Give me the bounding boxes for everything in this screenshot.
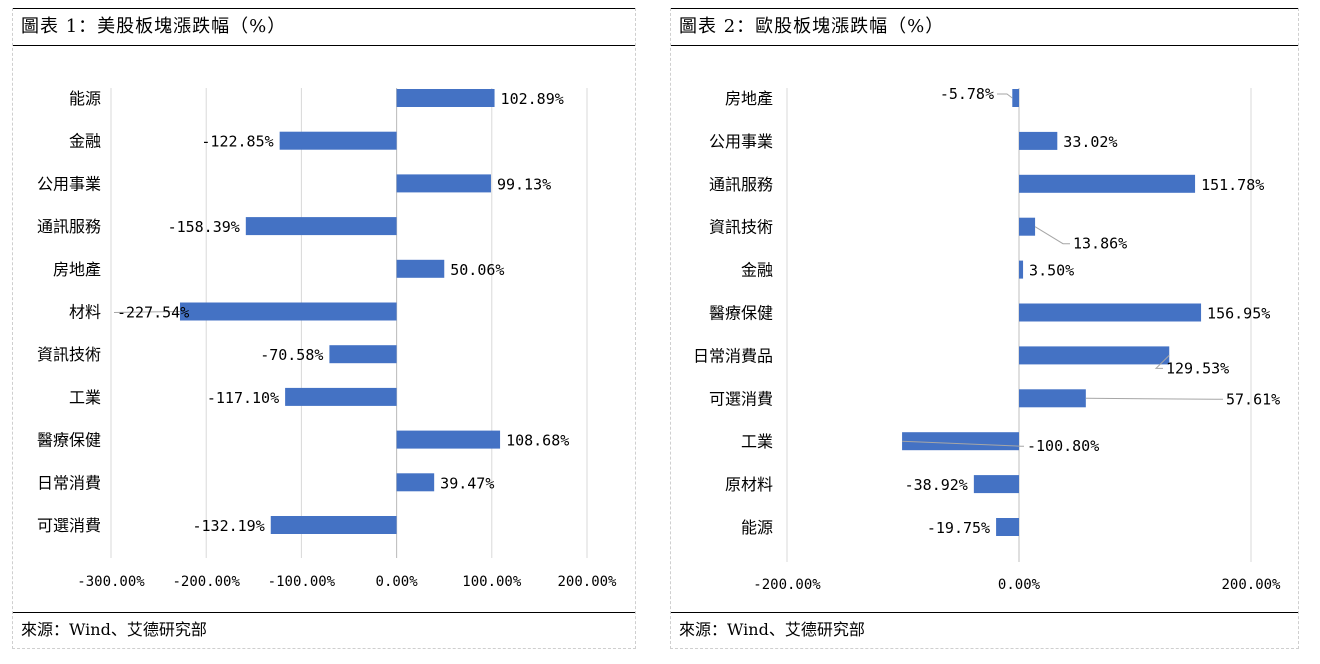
data-label: -70.58% [260, 346, 323, 364]
data-label: 151.78% [1201, 176, 1264, 194]
bar [396, 89, 495, 107]
chart-panel-us: 圖表 1：美股板塊漲跌幅（%） -300.00% -200.00% -100.00%… [12, 8, 636, 649]
leader-line [902, 440, 1024, 447]
data-label: -38.92% [905, 476, 968, 494]
bar [1012, 89, 1019, 107]
bar-chart-eu: -200.00% 0.00% 200.00% 房地產 -5.78% 公用事業 33.02% 通… [693, 85, 1281, 593]
data-label: 33.02% [1063, 133, 1117, 151]
bar [270, 516, 397, 534]
x-tick-label: -200.00% [753, 577, 821, 593]
bar [329, 345, 397, 364]
data-label: -100.80% [1027, 437, 1099, 455]
category-label: 工業 [741, 432, 773, 451]
x-tick-label: 200.00% [557, 574, 617, 590]
data-label: 129.53% [1166, 359, 1229, 377]
category-label: 日常消費 [37, 473, 101, 492]
bar [396, 473, 435, 492]
chart-title: 圖表 1：美股板塊漲跌幅（%） [13, 8, 635, 46]
bar [1019, 346, 1170, 365]
category-label: 房地產 [725, 89, 773, 108]
data-label: 57.61% [1226, 390, 1280, 408]
leader-line [113, 311, 180, 313]
bar [973, 475, 1019, 494]
category-label: 原材料 [725, 475, 773, 494]
source-note: 來源：Wind、艾德研究部 [671, 612, 1298, 648]
x-tick-label: 0.00% [376, 574, 419, 590]
data-label: -227.54% [117, 304, 189, 322]
bar [1019, 389, 1086, 408]
leader-line [1154, 355, 1170, 369]
bar [396, 259, 445, 278]
category-label: 公用事業 [37, 174, 101, 193]
data-label: -122.85% [201, 133, 273, 151]
bar [396, 430, 501, 449]
category-label: 資訊技術 [37, 345, 101, 364]
x-tick-label: -300.00% [77, 574, 145, 590]
bar [285, 387, 397, 406]
bar [996, 518, 1019, 536]
bar [279, 131, 397, 150]
source-note: 來源：Wind、艾德研究部 [13, 612, 635, 648]
bar [179, 302, 397, 321]
bar-chart-us: -300.00% -200.00% -100.00% 0.00% 100.00% 200.… [37, 88, 617, 590]
x-tick-label: -200.00% [172, 574, 240, 590]
bar [245, 217, 397, 236]
category-label: 通訊服務 [37, 217, 101, 236]
data-label: 108.68% [506, 432, 569, 450]
x-tick-label: 200.00% [1221, 577, 1281, 593]
category-label: 醫療保健 [37, 431, 101, 450]
chart-title: 圖表 2：歐股板塊漲跌幅（%） [671, 8, 1298, 46]
bar [396, 174, 491, 193]
data-label: -5.78% [940, 85, 994, 103]
chart-panel-eu: 圖表 2：歐股板塊漲跌幅（%） -200.00% 0.00% 200.00% 房地產 -… [670, 8, 1299, 649]
bar [902, 432, 1019, 451]
leader-line [1085, 397, 1223, 400]
x-tick-label: -100.00% [268, 574, 336, 590]
category-label: 金融 [69, 132, 101, 151]
data-label: -158.39% [168, 218, 240, 236]
leader-line [997, 93, 1013, 99]
bar [1019, 131, 1058, 150]
category-label: 公用事業 [709, 132, 773, 151]
leader-line [1034, 226, 1070, 245]
bar [1019, 217, 1036, 236]
category-label: 能源 [741, 518, 773, 537]
data-label: -132.19% [193, 517, 265, 535]
bar [1019, 174, 1196, 193]
data-label: 156.95% [1207, 305, 1270, 323]
category-label: 資訊技術 [709, 218, 773, 237]
category-label: 房地產 [53, 260, 101, 279]
category-label: 金融 [741, 261, 773, 280]
data-label: -19.75% [927, 519, 990, 537]
category-label: 可選消費 [37, 516, 101, 535]
data-label: 13.86% [1073, 235, 1127, 253]
x-tick-label: 100.00% [462, 574, 522, 590]
category-label: 材料 [69, 303, 101, 322]
category-label: 日常消費品 [693, 346, 773, 365]
category-label: 通訊服務 [709, 175, 773, 194]
data-label: 102.89% [501, 90, 564, 108]
bar [1019, 303, 1202, 322]
category-label: 可選消費 [709, 389, 773, 408]
category-label: 工業 [69, 388, 101, 407]
bar [1019, 260, 1024, 279]
data-label: 3.50% [1029, 262, 1074, 280]
x-tick-label: 0.00% [998, 577, 1041, 593]
data-label: 99.13% [497, 175, 551, 193]
category-label: 醫療保健 [709, 304, 773, 323]
data-label: 50.06% [450, 261, 504, 279]
data-label: 39.47% [440, 474, 494, 492]
data-label: -117.10% [207, 389, 279, 407]
category-label: 能源 [69, 89, 101, 108]
